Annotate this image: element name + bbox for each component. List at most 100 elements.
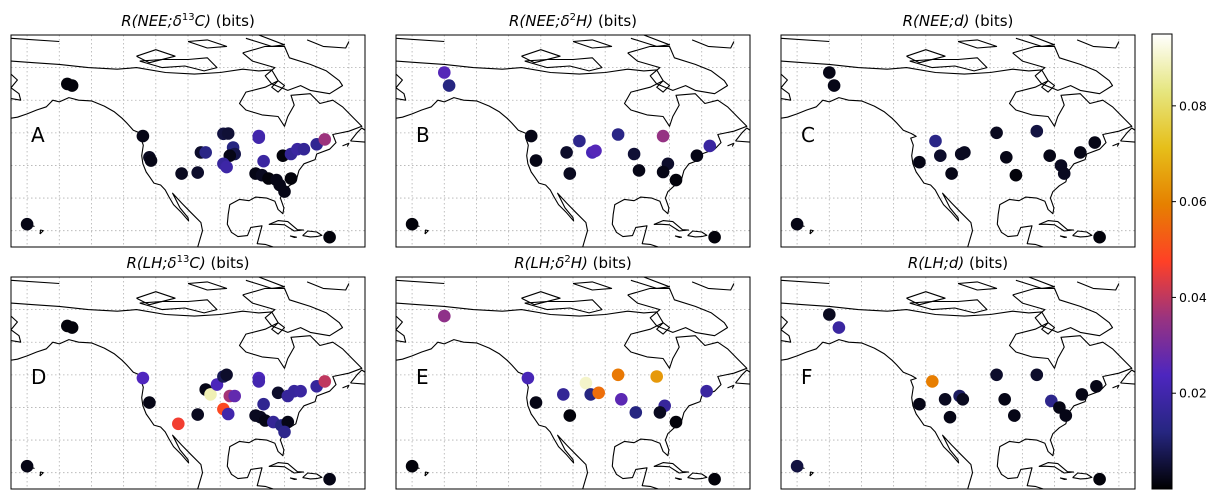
- colorbar-tick-label: 0.04: [1179, 290, 1207, 305]
- site-marker: [221, 407, 235, 421]
- site-marker: [1043, 149, 1056, 162]
- coastline: [674, 235, 683, 239]
- coastline: [674, 477, 683, 481]
- map-panel-D: D R(LH;δ13C) (bits): [10, 254, 366, 490]
- coastline: [306, 281, 350, 291]
- coastline: [396, 60, 748, 247]
- coastline: [653, 462, 690, 474]
- site-marker: [827, 79, 841, 92]
- site-marker: [560, 146, 573, 159]
- coastline: [656, 322, 671, 335]
- coastline: [187, 281, 228, 291]
- coastline: [39, 229, 44, 235]
- coastline: [1120, 127, 1135, 143]
- coastline: [396, 315, 407, 343]
- coastline: [727, 142, 735, 147]
- panel-frame: [395, 34, 751, 248]
- panel-letter: D: [31, 365, 46, 389]
- site-marker: [708, 230, 721, 244]
- site-marker: [405, 459, 419, 473]
- site-marker: [1030, 368, 1044, 382]
- coastline: [687, 230, 708, 238]
- coastline: [630, 277, 671, 289]
- coastline: [957, 281, 998, 291]
- coastline: [781, 73, 792, 101]
- coastline: [396, 279, 445, 285]
- site-marker: [297, 142, 311, 156]
- coastline: [653, 220, 690, 232]
- site-marker: [690, 149, 704, 162]
- coastline: [11, 279, 60, 285]
- coastline: [957, 39, 998, 49]
- site-marker: [1000, 151, 1013, 164]
- coastline: [909, 299, 988, 314]
- panels: A R(NEE;δ13C) (bits) B R(NEE;δ2H) (bits) C R(…: [10, 12, 1136, 490]
- colorbar-frame: [1151, 33, 1173, 490]
- site-marker: [294, 384, 307, 398]
- site-marker: [627, 147, 641, 161]
- site-marker: [191, 166, 204, 179]
- coastline: [245, 277, 286, 289]
- coastline: [289, 477, 298, 481]
- coastline: [139, 299, 218, 314]
- coastline: [342, 384, 350, 389]
- map-body: [396, 277, 750, 489]
- site-marker: [611, 368, 625, 382]
- site-marker: [228, 389, 241, 403]
- coastline: [691, 281, 735, 291]
- coastline: [521, 49, 561, 64]
- map-body: [11, 277, 365, 489]
- site-marker: [990, 126, 1003, 140]
- site-marker: [629, 406, 643, 419]
- panel-title: R(LH;δ13C) (bits): [126, 254, 249, 272]
- site-marker: [220, 368, 233, 382]
- site-marker: [632, 164, 646, 177]
- site-marker: [589, 144, 602, 158]
- colorbar: 0.02 0.04 0.06 0.08: [1151, 33, 1207, 490]
- site-marker: [65, 321, 79, 334]
- site-marker: [323, 230, 336, 244]
- coastline: [809, 471, 814, 477]
- site-marker: [700, 384, 713, 398]
- colorbar-gradient: [1152, 34, 1172, 489]
- site-marker: [1093, 230, 1106, 244]
- site-marker: [1030, 124, 1044, 138]
- colorbar-tick-label: 0.08: [1179, 98, 1207, 113]
- site-marker: [257, 397, 270, 411]
- coastline: [572, 281, 613, 291]
- coastline: [11, 339, 204, 489]
- site-marker: [199, 146, 212, 159]
- coastline: [396, 97, 589, 247]
- coastline: [187, 39, 228, 49]
- map-body: [781, 35, 1135, 247]
- site-marker: [172, 417, 185, 431]
- site-marker: [20, 459, 34, 473]
- panel-title: R(LH;d) (bits): [908, 254, 1008, 272]
- site-marker: [708, 472, 721, 486]
- coastline: [630, 35, 671, 47]
- coastline: [1120, 369, 1135, 385]
- site-marker: [1074, 146, 1087, 159]
- coastline: [302, 472, 323, 480]
- panel-title: R(LH;δ2H) (bits): [514, 254, 632, 272]
- coastline: [11, 37, 60, 43]
- panel-title: R(NEE;δ13C) (bits): [121, 12, 255, 30]
- site-marker: [1088, 136, 1102, 149]
- coastline: [727, 384, 735, 389]
- coastline: [906, 291, 946, 306]
- map-body: [11, 35, 365, 247]
- site-marker: [557, 388, 570, 401]
- coastline: [1072, 472, 1093, 480]
- coastline: [524, 299, 603, 314]
- coastline: [11, 302, 363, 489]
- coastline: [1059, 235, 1068, 239]
- map-panel-B: B R(NEE;δ2H) (bits): [395, 12, 751, 248]
- map-body: [781, 277, 1135, 489]
- coastline: [396, 73, 407, 101]
- coastline: [11, 315, 22, 343]
- coastline: [11, 97, 204, 247]
- site-marker: [136, 371, 150, 385]
- panel-frame: [395, 276, 751, 490]
- site-marker: [615, 393, 628, 406]
